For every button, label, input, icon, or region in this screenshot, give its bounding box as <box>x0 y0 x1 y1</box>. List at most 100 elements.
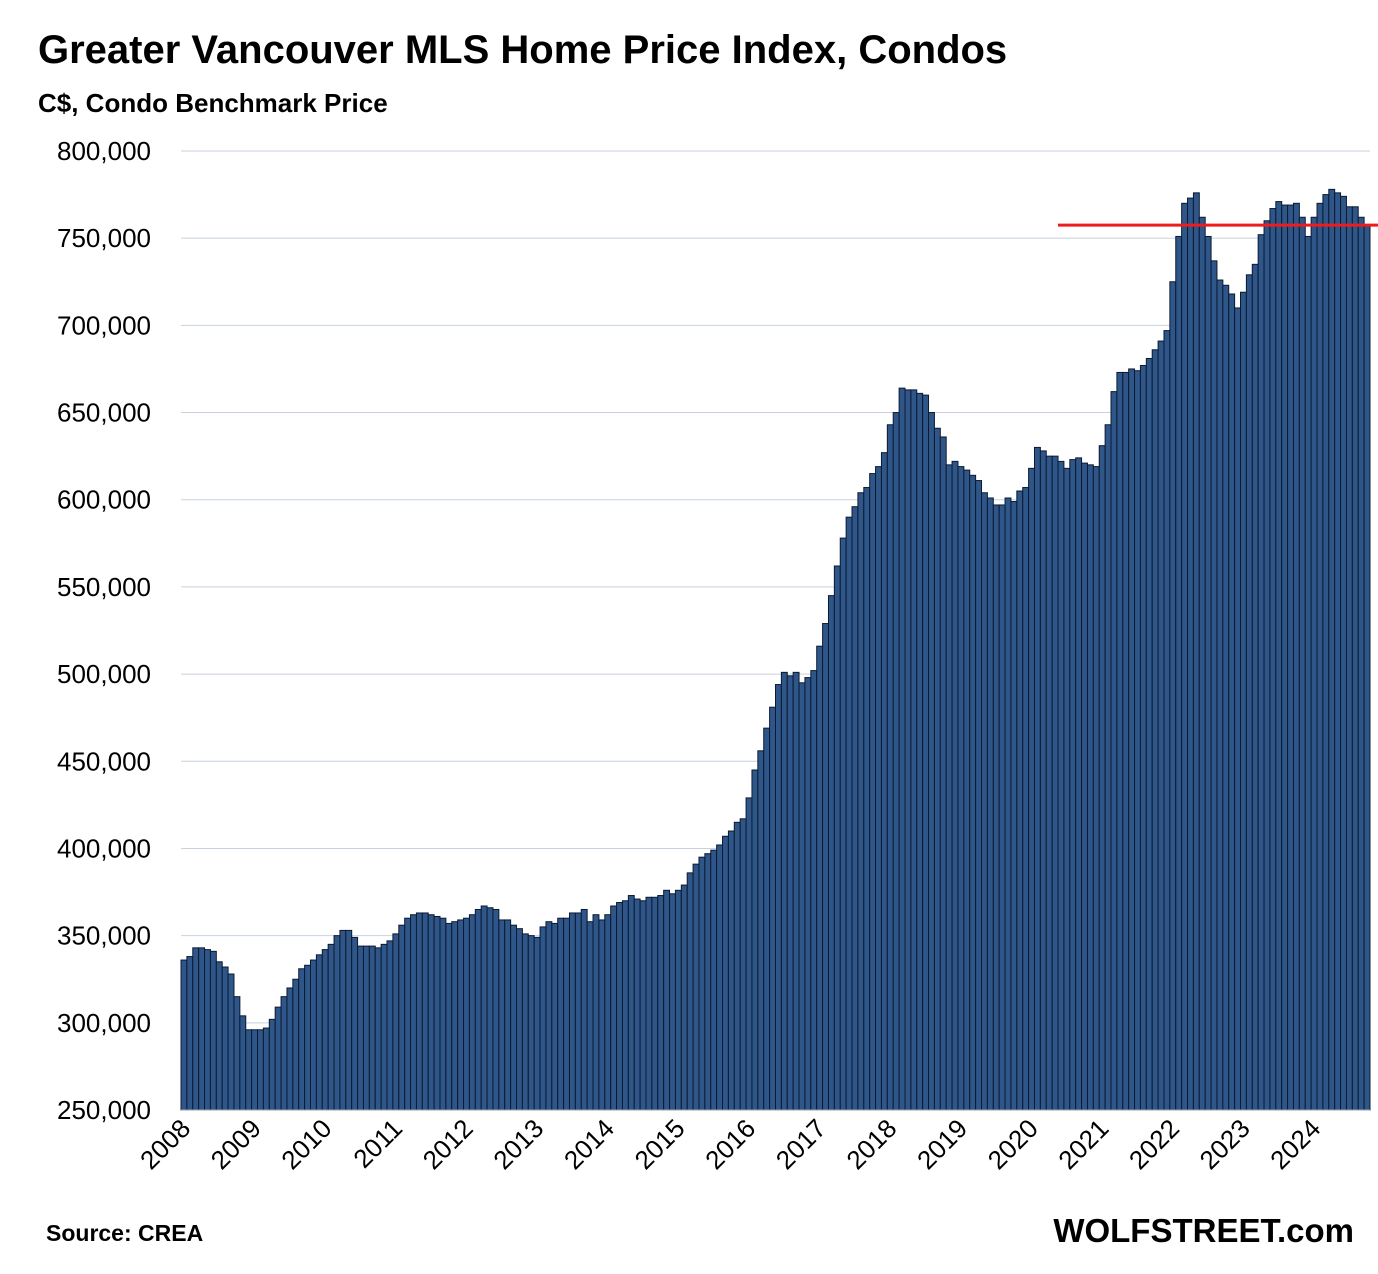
bar <box>975 480 983 1111</box>
y-tick-label: 650,000 <box>57 398 151 428</box>
bar <box>1104 424 1112 1111</box>
bar <box>580 908 588 1111</box>
y-tick-label: 750,000 <box>57 223 151 253</box>
bar <box>1057 460 1065 1111</box>
bar <box>568 912 576 1111</box>
bar <box>1016 490 1024 1111</box>
bar <box>557 917 565 1111</box>
bar <box>680 884 688 1111</box>
bar <box>1028 467 1035 1111</box>
bar <box>1022 487 1030 1111</box>
bar <box>1198 216 1206 1111</box>
bar <box>1192 192 1200 1111</box>
bar <box>1304 235 1312 1111</box>
bar <box>1216 279 1224 1111</box>
bar <box>592 914 600 1111</box>
x-axis: 2008 2009 2010 2011 2012 2013 2014 2015 2016 2017… <box>134 1113 1326 1175</box>
bar <box>981 492 988 1111</box>
bar <box>1334 192 1342 1111</box>
bar <box>1228 293 1236 1111</box>
bar <box>804 677 812 1111</box>
bar <box>645 896 653 1111</box>
bar <box>215 961 223 1111</box>
bar <box>357 945 364 1111</box>
bar <box>362 945 370 1111</box>
bar <box>1098 445 1106 1111</box>
bars <box>180 188 1371 1111</box>
bar <box>421 912 429 1111</box>
bar <box>769 706 776 1111</box>
bar <box>1222 284 1230 1111</box>
bar <box>1351 206 1359 1111</box>
bar <box>845 516 853 1111</box>
bar <box>1234 307 1242 1111</box>
bar <box>563 917 570 1111</box>
bar <box>933 427 941 1111</box>
bar <box>410 914 417 1111</box>
chart-title: Greater Vancouver MLS Home Price Index, … <box>38 28 1008 72</box>
y-tick-label: 300,000 <box>57 1008 151 1038</box>
bar <box>333 935 341 1111</box>
bar <box>1004 497 1012 1111</box>
bar <box>380 943 388 1111</box>
bar <box>892 412 900 1111</box>
bar <box>1045 455 1053 1111</box>
bar <box>1281 204 1289 1111</box>
bar <box>1181 202 1189 1111</box>
bar <box>551 922 559 1111</box>
x-tick-label: 2011 <box>347 1113 408 1174</box>
bar <box>827 595 835 1111</box>
x-tick-label: 2015 <box>629 1113 691 1175</box>
bar <box>763 727 771 1111</box>
bar <box>1251 263 1259 1111</box>
bar <box>1128 368 1136 1111</box>
bar <box>427 914 435 1111</box>
bar <box>722 835 729 1111</box>
y-axis: 250,000 300,000 350,000 400,000 450,000 500,0… <box>57 136 151 1125</box>
y-tick-label: 450,000 <box>57 746 151 776</box>
x-tick-label: 2010 <box>275 1113 337 1175</box>
x-tick-label: 2024 <box>1264 1113 1326 1175</box>
y-tick-label: 400,000 <box>57 833 151 863</box>
bar <box>233 996 241 1111</box>
bar <box>886 424 894 1111</box>
bar <box>963 469 971 1111</box>
bar <box>969 474 977 1111</box>
bar <box>604 914 612 1111</box>
bar <box>939 436 947 1111</box>
bar <box>1075 457 1083 1111</box>
bar <box>545 921 553 1111</box>
bar <box>1298 216 1306 1111</box>
bar <box>616 902 623 1111</box>
bar <box>404 917 412 1111</box>
bar <box>669 893 676 1111</box>
bar <box>1328 188 1336 1111</box>
bar <box>757 750 765 1111</box>
bar <box>262 1027 270 1111</box>
bar <box>1157 340 1165 1111</box>
bar <box>398 924 406 1111</box>
bar <box>1051 455 1059 1111</box>
bar <box>710 849 718 1111</box>
bar <box>639 900 647 1111</box>
bar <box>1245 274 1253 1111</box>
bar <box>221 966 229 1111</box>
bar <box>739 818 747 1111</box>
bar <box>374 947 382 1111</box>
bar <box>198 947 206 1111</box>
x-tick-label: 2009 <box>205 1113 267 1175</box>
brand-watermark: WOLFSTREET.com <box>1053 1212 1354 1249</box>
bar <box>227 973 235 1111</box>
bar <box>310 959 317 1111</box>
bar <box>651 896 659 1111</box>
bar <box>686 872 694 1111</box>
x-tick-label: 2021 <box>1052 1113 1114 1175</box>
bar <box>663 889 671 1111</box>
bar <box>810 670 818 1111</box>
bar <box>986 497 994 1111</box>
bar <box>439 917 447 1111</box>
bar <box>922 394 930 1111</box>
bar <box>574 912 582 1111</box>
bar <box>298 968 306 1111</box>
